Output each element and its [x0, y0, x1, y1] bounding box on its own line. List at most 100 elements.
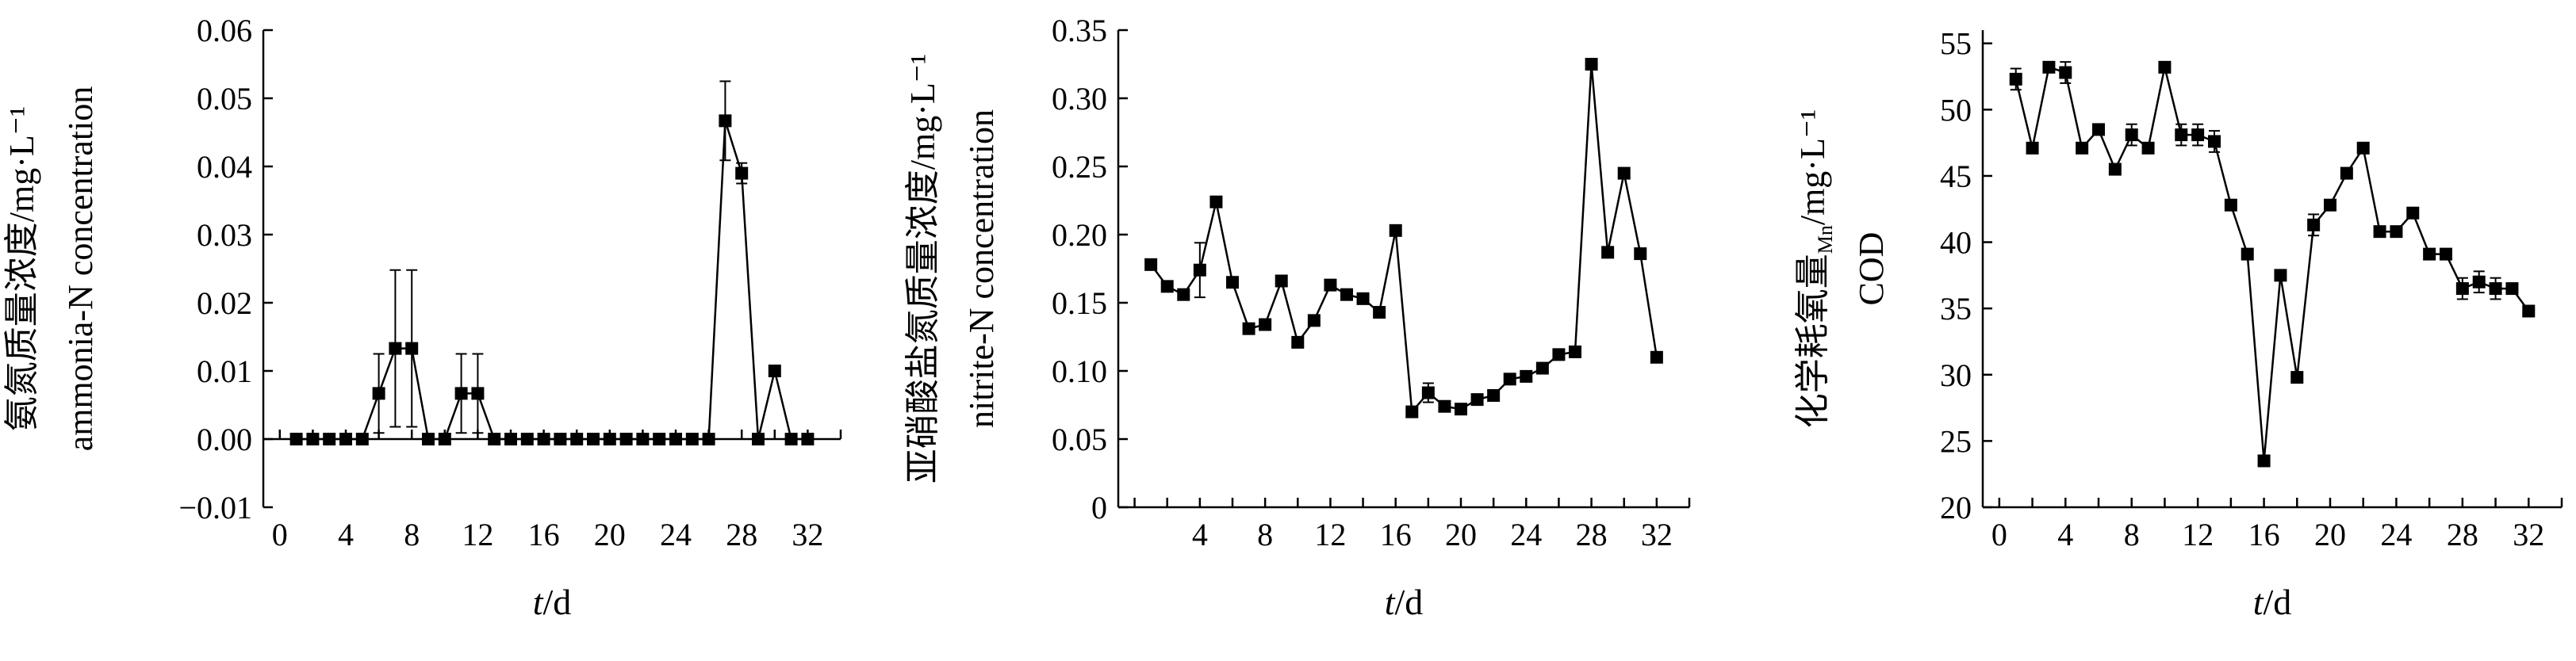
- data-point: [372, 387, 385, 400]
- x-tick-label: 12: [2182, 517, 2214, 552]
- y-tick-label: 0.01: [197, 353, 252, 389]
- data-point: [2522, 304, 2536, 318]
- x-tick-label: 32: [1641, 517, 1673, 552]
- y-tick-label: 0: [1091, 490, 1107, 525]
- x-tick-label: 20: [594, 517, 626, 552]
- x-axis-label-unit: /d: [543, 582, 572, 622]
- x-axis-label-var: t: [1385, 582, 1396, 622]
- cod-chart: 20 25 30 35 40 45 50 55 0 4 8 12 16 20 24 28 32 t/d 化学耗氧量M…: [1793, 26, 2563, 622]
- data-point: [719, 114, 732, 128]
- data-point: [2257, 454, 2271, 468]
- x-tick-label: 28: [1576, 517, 1608, 552]
- y-axis-label-main: 氨氮质量浓度/mg·L⁻¹: [2, 106, 41, 431]
- x-tick-label: 0: [272, 517, 288, 552]
- data-point: [2406, 206, 2420, 220]
- x-tick-label: 32: [2513, 517, 2544, 552]
- y-axis-label: 化学耗氧量Mn/mg·L⁻¹: [1793, 109, 1837, 429]
- data-point: [636, 433, 650, 445]
- data-point: [2026, 141, 2039, 155]
- data-point: [2042, 60, 2056, 74]
- data-point: [2224, 198, 2237, 212]
- y-axis-label-main: 亚硝酸盐氮质量浓度/mg·L⁻¹: [903, 54, 942, 483]
- x-tick-label: 28: [726, 517, 757, 552]
- x-tick-label: 0: [1991, 517, 2007, 552]
- data-point: [1634, 247, 1647, 261]
- data-point: [1552, 348, 1566, 361]
- data-point: [1160, 280, 1174, 293]
- x-tick-label: 8: [404, 517, 420, 552]
- data-point: [2356, 141, 2370, 155]
- y-axis-label-main: 化学耗氧量: [1793, 254, 1832, 428]
- data-point: [1487, 388, 1501, 402]
- data-point: [2274, 269, 2287, 282]
- data-point: [405, 342, 419, 355]
- y-axis-label: 氨氮质量浓度/mg·L⁻¹: [2, 106, 41, 431]
- data-point: [504, 433, 517, 445]
- data-point: [2505, 282, 2519, 296]
- data-point: [2290, 371, 2304, 384]
- y-tick-label: 0.15: [1052, 285, 1107, 321]
- data-point: [1324, 278, 1337, 292]
- data-point: [669, 433, 682, 445]
- x-tick-label: 12: [462, 517, 493, 552]
- data-point: [1470, 393, 1484, 407]
- x-tick-label: 24: [1510, 517, 1542, 552]
- x-axis-label-var: t: [533, 582, 544, 622]
- x-tick-label: 8: [1257, 517, 1273, 552]
- data-point: [2208, 135, 2221, 148]
- data-point: [2076, 141, 2089, 155]
- data-point: [1520, 369, 1533, 383]
- x-tick-label: 16: [528, 517, 560, 552]
- data-point: [1373, 306, 1386, 319]
- data-point: [1226, 276, 1239, 289]
- data-point: [768, 365, 781, 377]
- data-point: [1242, 322, 1255, 335]
- data-point: [2108, 162, 2122, 176]
- data-point: [1405, 405, 1419, 418]
- data-point: [554, 433, 567, 445]
- x-tick-label: 28: [2447, 517, 2478, 552]
- data-point: [2340, 166, 2353, 180]
- data-point: [735, 166, 749, 180]
- x-tick-label: 12: [1314, 517, 1346, 552]
- y-tick-label: −0.01: [178, 490, 252, 525]
- y-axis-label-unit: /mg·L⁻¹: [1793, 109, 1832, 225]
- data-point: [1389, 224, 1402, 237]
- y-tick-label: 0.25: [1052, 149, 1107, 185]
- data-point: [1356, 292, 1370, 305]
- data-point: [355, 433, 369, 445]
- y-tick-label: 0.10: [1052, 353, 1107, 389]
- y-tick-label: 0.00: [197, 422, 252, 457]
- x-tick-label: 24: [660, 517, 692, 552]
- data-point: [1291, 335, 1305, 349]
- y-tick-label: 25: [1940, 423, 1972, 459]
- x-tick-label: 32: [792, 517, 823, 552]
- data-point: [1601, 246, 1615, 259]
- x-tick-label: 16: [2248, 517, 2280, 552]
- data-point: [587, 433, 600, 445]
- y-tick-label: 50: [1940, 92, 1972, 128]
- data-point: [2059, 66, 2072, 79]
- data-point: [2191, 128, 2205, 142]
- data-point: [2455, 282, 2469, 296]
- data-point: [2241, 247, 2254, 261]
- y-tick-label: 0.02: [197, 285, 252, 321]
- data-point: [537, 433, 550, 445]
- data-point: [2158, 60, 2172, 74]
- y-axis-label-subscript: Mn: [1814, 225, 1837, 254]
- y-tick-label: 30: [1940, 357, 1972, 393]
- y-tick-label: 55: [1940, 26, 1972, 62]
- y-axis-label: 亚硝酸盐氮质量浓度/mg·L⁻¹: [903, 54, 942, 483]
- y-tick-label: 0.35: [1052, 13, 1107, 48]
- data-point: [323, 433, 336, 445]
- data-point: [1650, 350, 1663, 364]
- x-tick-label: 20: [1445, 517, 1477, 552]
- data-point: [2324, 198, 2336, 212]
- data-point: [1307, 314, 1321, 327]
- data-point: [1455, 403, 1467, 416]
- data-point: [2092, 123, 2105, 136]
- x-axis-label: t/d: [1385, 582, 1424, 622]
- data-point: [784, 433, 798, 445]
- data-point: [471, 387, 485, 400]
